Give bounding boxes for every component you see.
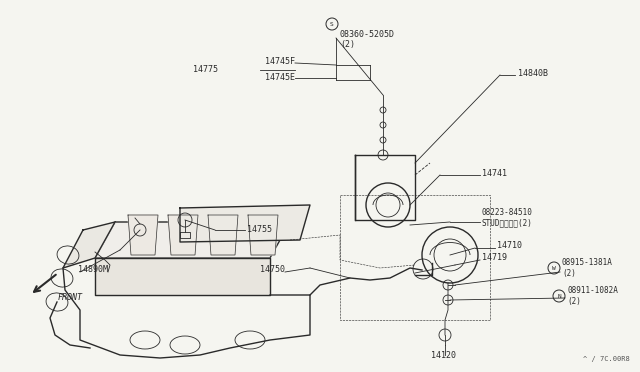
Text: 14890M: 14890M	[78, 266, 108, 275]
Polygon shape	[180, 205, 310, 242]
Text: 14840B: 14840B	[518, 68, 548, 77]
Polygon shape	[168, 215, 198, 255]
Text: W: W	[552, 266, 556, 270]
Text: ^ / 7C.00R8: ^ / 7C.00R8	[583, 356, 630, 362]
Text: 14745F: 14745F	[265, 58, 295, 67]
Text: 14750: 14750	[260, 266, 285, 275]
Polygon shape	[248, 215, 278, 255]
Text: 14719: 14719	[482, 253, 507, 263]
Text: S: S	[330, 22, 334, 26]
Polygon shape	[63, 222, 115, 268]
Polygon shape	[208, 215, 238, 255]
Text: 14775: 14775	[193, 65, 218, 74]
Text: 08223-84510
STUDスタッド(2): 08223-84510 STUDスタッド(2)	[482, 208, 533, 228]
Text: 14710: 14710	[497, 241, 522, 250]
Text: 14755: 14755	[247, 224, 272, 234]
Text: 14741: 14741	[482, 170, 507, 179]
Text: 08915-1381A
(2): 08915-1381A (2)	[562, 258, 613, 278]
Text: FRONT: FRONT	[58, 294, 83, 302]
Text: 14745E: 14745E	[265, 73, 295, 81]
Text: 08360-5205D
(2): 08360-5205D (2)	[340, 30, 395, 49]
Polygon shape	[128, 215, 158, 255]
Text: 14120: 14120	[431, 352, 456, 360]
Polygon shape	[95, 222, 290, 258]
Text: N: N	[557, 294, 561, 298]
Text: 08911-1082A
(2): 08911-1082A (2)	[567, 286, 618, 306]
Polygon shape	[95, 258, 270, 295]
